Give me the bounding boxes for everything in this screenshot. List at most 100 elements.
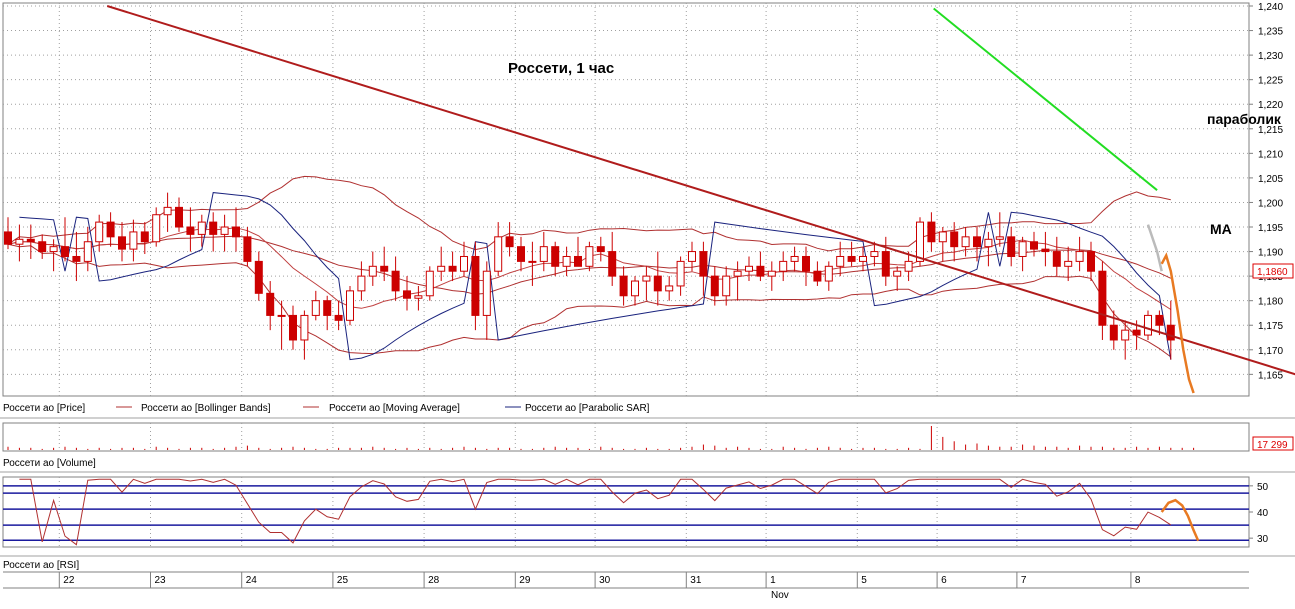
candle-body	[927, 221, 936, 243]
x-tick-label: 29	[519, 575, 531, 586]
candle-body	[950, 231, 959, 248]
x-tick-label: 22	[63, 575, 75, 586]
rsi: 50 40 30	[3, 478, 1269, 546]
candle-body	[300, 314, 309, 341]
candle-body	[380, 265, 389, 272]
candle-body	[1052, 251, 1061, 267]
candle-body	[232, 226, 240, 238]
y-tick-label: 1,170	[1258, 346, 1283, 357]
candle-body	[118, 236, 126, 250]
y-tick-label: 1,200	[1258, 198, 1283, 209]
volume-bars	[7, 426, 1195, 450]
candle-body	[642, 275, 651, 282]
candle-body	[1098, 270, 1107, 326]
candle-body	[767, 270, 776, 277]
candle-body	[802, 255, 810, 272]
last-price-box	[1252, 263, 1294, 279]
grid	[3, 3, 1249, 547]
candle-body	[745, 265, 753, 272]
candle-body	[619, 275, 628, 297]
candle-body	[414, 295, 423, 299]
candle-body	[756, 265, 765, 277]
candle-body	[140, 231, 149, 243]
candle-body	[175, 206, 183, 228]
candle-body	[916, 221, 924, 262]
candle-body	[311, 300, 320, 316]
candle-body	[710, 275, 719, 297]
x-tick-label: 8	[1135, 575, 1141, 586]
candle-body	[289, 314, 297, 341]
candle-body	[847, 255, 856, 262]
parabolic-sar-line	[19, 192, 1172, 361]
candle-body	[1121, 329, 1130, 341]
candle-body	[505, 236, 514, 248]
bollinger-lower	[7, 243, 1172, 358]
candle-body	[961, 236, 970, 248]
candle-body	[448, 265, 457, 272]
x-tick-label: 25	[337, 575, 349, 586]
candle-body	[973, 236, 981, 248]
trendlines	[106, 5, 1295, 376]
candle-body	[83, 241, 92, 262]
candle-body	[186, 226, 195, 235]
legend-ma: Россети ао [Moving Average]	[329, 403, 460, 414]
candle-body	[1155, 314, 1164, 326]
candle-body	[688, 251, 696, 262]
candle-body	[596, 246, 605, 253]
candle-body	[95, 221, 104, 243]
candle-body	[984, 238, 993, 248]
y-tick-label: 1,180	[1258, 297, 1283, 308]
candle-body	[813, 270, 822, 282]
candle-body	[1087, 251, 1095, 272]
candle-body	[539, 246, 548, 262]
candle-body	[1075, 251, 1084, 262]
annotation-ma: MA	[1210, 221, 1232, 237]
candle-body	[722, 275, 731, 297]
legend-price: Россети ао [Price]	[3, 403, 85, 414]
candle-body	[938, 231, 947, 243]
candle-body	[129, 231, 138, 250]
candle-body	[1018, 241, 1027, 257]
candle-body	[346, 290, 354, 321]
rsi-panel-label: Россети ао [RSI]	[3, 560, 79, 571]
candle-body	[243, 236, 252, 262]
candle-body	[562, 255, 571, 267]
candle-body	[881, 251, 890, 277]
candle-body	[551, 246, 560, 267]
candle-body	[1064, 260, 1073, 267]
volume-value-label: 17 299	[1257, 440, 1288, 451]
y-tick-label: 1,165	[1258, 370, 1283, 381]
rsi-panel-frame	[2, 476, 1250, 548]
candle-body	[779, 260, 788, 272]
candle-body	[1030, 241, 1038, 250]
candle-body	[859, 255, 867, 262]
candle-body	[494, 236, 503, 272]
x-tick-label: 5	[861, 575, 867, 586]
candle-body	[197, 221, 206, 235]
candle-body	[254, 260, 263, 294]
candle-body	[266, 292, 275, 316]
candle-body	[152, 214, 161, 243]
y-tick-label: 1,175	[1258, 321, 1283, 332]
candle-body	[368, 265, 377, 277]
candle-body	[482, 270, 491, 316]
candle-body	[528, 260, 537, 263]
y-tick-label: 1,195	[1258, 223, 1283, 234]
candle-body	[323, 300, 332, 316]
rsi-sketch-line	[1160, 498, 1200, 542]
parabolic-sar	[19, 192, 1172, 361]
candle-body	[790, 255, 799, 262]
x-tick-label: 7	[1021, 575, 1027, 586]
candle-body	[1132, 329, 1141, 336]
candle-body	[61, 246, 69, 257]
y-axis: 1,240 1,235 1,230 1,225 1,220 1,215 1,210 1,205…	[1249, 2, 1283, 381]
candle-body	[4, 231, 12, 245]
candle-body	[72, 255, 81, 262]
candle-body	[1041, 248, 1050, 253]
candle-body	[106, 221, 115, 238]
x-tick-label: 30	[599, 575, 611, 586]
candle-body	[1007, 236, 1016, 257]
candle-body	[676, 260, 685, 287]
candle-body	[403, 290, 411, 299]
candle-body	[357, 275, 366, 292]
